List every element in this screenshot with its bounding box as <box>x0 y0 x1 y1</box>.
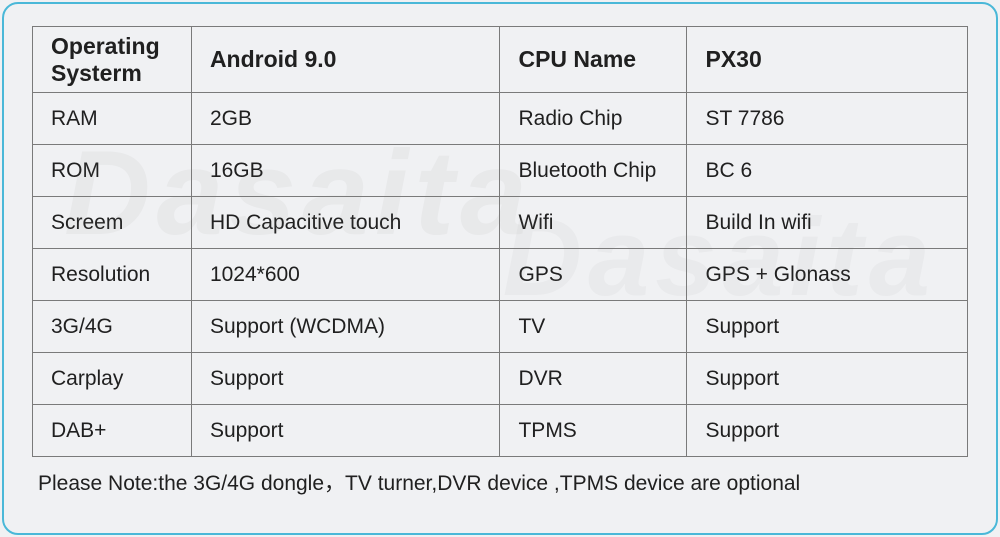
table-cell: Support <box>687 405 968 457</box>
table-row: Resolution1024*600GPSGPS + Glonass <box>33 249 968 301</box>
table-cell: TPMS <box>500 405 687 457</box>
spec-table-body: Operating SystermAndroid 9.0CPU NamePX30… <box>33 27 968 457</box>
table-cell: PX30 <box>687 27 968 93</box>
table-row: RAM2GBRadio ChipST 7786 <box>33 93 968 145</box>
table-cell: GPS + Glonass <box>687 249 968 301</box>
table-cell: Support <box>191 405 500 457</box>
table-cell: Android 9.0 <box>191 27 500 93</box>
table-cell: RAM <box>33 93 192 145</box>
spec-table: Operating SystermAndroid 9.0CPU NamePX30… <box>32 26 968 457</box>
table-cell: ROM <box>33 145 192 197</box>
table-cell: Build In wifi <box>687 197 968 249</box>
table-row: ScreemHD Capacitive touchWifiBuild In wi… <box>33 197 968 249</box>
table-row: Operating SystermAndroid 9.0CPU NamePX30 <box>33 27 968 93</box>
table-cell: Support <box>687 301 968 353</box>
table-cell: TV <box>500 301 687 353</box>
table-cell: Screem <box>33 197 192 249</box>
table-cell: DVR <box>500 353 687 405</box>
table-cell: Carplay <box>33 353 192 405</box>
table-cell: Support <box>191 353 500 405</box>
table-cell: 3G/4G <box>33 301 192 353</box>
table-cell: HD Capacitive touch <box>191 197 500 249</box>
table-row: 3G/4GSupport (WCDMA)TVSupport <box>33 301 968 353</box>
table-cell: Support (WCDMA) <box>191 301 500 353</box>
table-row: ROM16GBBluetooth ChipBC 6 <box>33 145 968 197</box>
table-cell: GPS <box>500 249 687 301</box>
table-row: DAB+SupportTPMSSupport <box>33 405 968 457</box>
table-cell: DAB+ <box>33 405 192 457</box>
footnote-text: Please Note:the 3G/4G dongle，TV turner,D… <box>32 467 968 497</box>
table-cell: Operating Systerm <box>33 27 192 93</box>
table-cell: 1024*600 <box>191 249 500 301</box>
outer-frame: Dasaita Dasaita Operating SystermAndroid… <box>2 2 998 535</box>
table-cell: Radio Chip <box>500 93 687 145</box>
table-row: CarplaySupportDVRSupport <box>33 353 968 405</box>
table-cell: Support <box>687 353 968 405</box>
table-cell: BC 6 <box>687 145 968 197</box>
table-cell: ST 7786 <box>687 93 968 145</box>
table-cell: Wifi <box>500 197 687 249</box>
table-cell: Resolution <box>33 249 192 301</box>
table-cell: CPU Name <box>500 27 687 93</box>
table-cell: 16GB <box>191 145 500 197</box>
table-cell: 2GB <box>191 93 500 145</box>
table-cell: Bluetooth Chip <box>500 145 687 197</box>
